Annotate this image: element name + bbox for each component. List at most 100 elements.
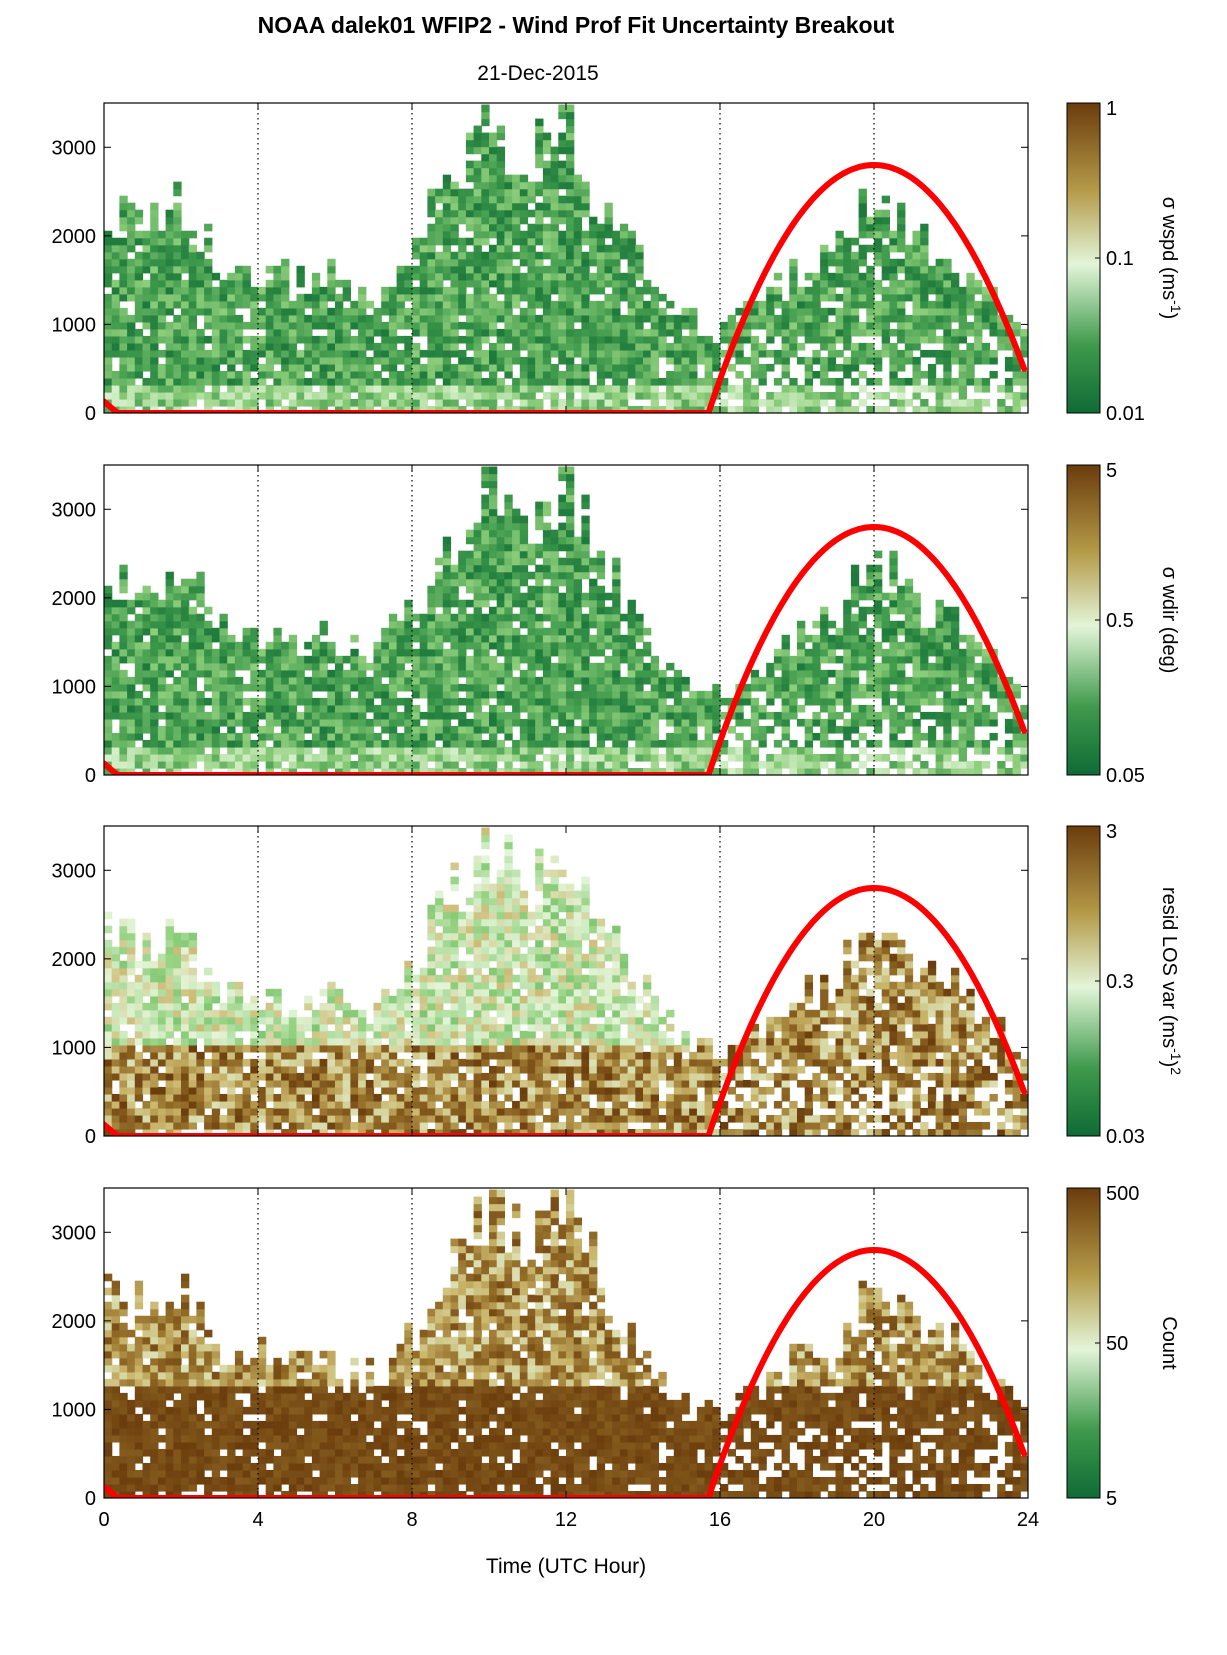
heatmap-cell xyxy=(951,349,960,358)
heatmap-cell xyxy=(681,314,690,323)
heatmap-cell xyxy=(881,634,890,643)
heatmap-cell xyxy=(843,293,852,302)
heatmap-cell xyxy=(797,648,806,657)
heatmap-cell xyxy=(465,202,475,211)
heatmap-cell xyxy=(442,202,452,211)
heatmap-cell xyxy=(489,620,498,629)
heatmap-cell xyxy=(435,725,444,734)
y-tick-label: 2000 xyxy=(52,226,97,248)
heatmap-cell xyxy=(843,662,852,671)
heatmap-cell xyxy=(581,237,590,246)
heatmap-cell xyxy=(850,321,860,330)
heatmap-cell xyxy=(912,634,921,643)
heatmap-cell xyxy=(889,718,898,727)
heatmap-cell xyxy=(450,258,459,267)
heatmap-cell xyxy=(874,328,883,337)
heatmap-cell xyxy=(812,634,821,643)
heatmap-cell xyxy=(897,753,906,762)
heatmap-cell xyxy=(850,328,860,337)
heatmap-cell xyxy=(673,676,683,685)
heatmap-cell xyxy=(627,391,636,400)
heatmap-cell xyxy=(581,251,590,260)
heatmap-cell xyxy=(404,648,413,657)
heatmap-cell xyxy=(558,132,567,141)
heatmap-cell xyxy=(835,314,844,323)
heatmap-cell xyxy=(319,697,328,706)
heatmap-cell xyxy=(558,342,567,351)
heatmap-cell xyxy=(211,662,221,671)
heatmap-cell xyxy=(104,718,113,727)
heatmap-cell xyxy=(527,704,536,713)
heatmap-cell xyxy=(288,760,298,769)
heatmap-cell xyxy=(535,160,544,169)
heatmap-cell xyxy=(596,592,606,601)
heatmap-cell xyxy=(342,335,351,344)
heatmap-cell xyxy=(481,356,490,365)
heatmap-cell xyxy=(473,557,482,566)
heatmap-cell xyxy=(496,160,505,169)
heatmap-cell xyxy=(481,739,490,748)
heatmap-cell xyxy=(419,620,428,629)
heatmap-cell xyxy=(427,202,436,211)
heatmap-cell xyxy=(781,690,790,699)
heatmap-cell xyxy=(373,398,382,407)
heatmap-cell xyxy=(812,314,821,323)
heatmap-cell xyxy=(589,398,598,407)
heatmap-cell xyxy=(920,293,929,302)
heatmap-cell xyxy=(373,307,382,316)
heatmap-cell xyxy=(473,592,482,601)
heatmap-cell xyxy=(489,529,498,538)
heatmap-cell xyxy=(496,125,505,134)
heatmap-cell xyxy=(804,335,813,344)
heatmap-cell xyxy=(465,300,475,309)
heatmap-cell xyxy=(535,314,544,323)
heatmap-cell xyxy=(820,244,829,253)
heatmap-cell xyxy=(858,349,867,358)
heatmap-cell xyxy=(835,711,844,720)
heatmap-cell xyxy=(673,384,683,393)
heatmap-cell xyxy=(365,391,375,400)
heatmap-cell xyxy=(619,767,629,775)
heatmap-cell xyxy=(573,648,582,657)
heatmap-cell xyxy=(165,627,174,636)
heatmap-cell xyxy=(281,265,290,274)
heatmap-cell xyxy=(874,258,883,267)
heatmap-cell xyxy=(889,244,898,253)
heatmap-cell xyxy=(396,272,405,281)
heatmap-cell xyxy=(412,272,421,281)
heatmap-cell xyxy=(650,739,659,748)
heatmap-cell xyxy=(404,279,413,288)
heatmap-cell xyxy=(311,725,321,734)
heatmap-cell xyxy=(750,697,760,706)
heatmap-cell xyxy=(519,398,529,407)
heatmap-cell xyxy=(596,237,606,246)
heatmap-cell xyxy=(743,398,752,407)
heatmap-cell xyxy=(904,342,914,351)
heatmap-cell xyxy=(388,384,398,393)
heatmap-cell xyxy=(196,662,205,671)
heatmap-cell xyxy=(573,669,582,678)
heatmap-cell xyxy=(881,335,890,344)
heatmap-cell xyxy=(165,223,174,232)
heatmap-cell xyxy=(504,258,513,267)
heatmap-cell xyxy=(897,405,906,413)
heatmap-cell xyxy=(435,711,444,720)
heatmap-cell xyxy=(519,244,529,253)
heatmap-cell xyxy=(188,711,197,720)
heatmap-cell xyxy=(365,335,375,344)
heatmap-cell xyxy=(581,209,590,218)
heatmap-cell xyxy=(827,251,837,260)
heatmap-cell xyxy=(558,174,567,183)
heatmap-cell xyxy=(142,655,151,664)
heatmap-cell xyxy=(612,746,621,755)
heatmap-cell xyxy=(227,272,236,281)
heatmap-cell xyxy=(566,272,575,281)
heatmap-cell xyxy=(335,314,344,323)
heatmap-cell xyxy=(196,342,205,351)
heatmap-cell xyxy=(373,662,382,671)
heatmap-cell xyxy=(897,244,906,253)
heatmap-cell xyxy=(927,732,937,741)
heatmap-cell xyxy=(589,760,598,769)
heatmap-cell xyxy=(311,314,321,323)
heatmap-cell xyxy=(304,683,313,692)
